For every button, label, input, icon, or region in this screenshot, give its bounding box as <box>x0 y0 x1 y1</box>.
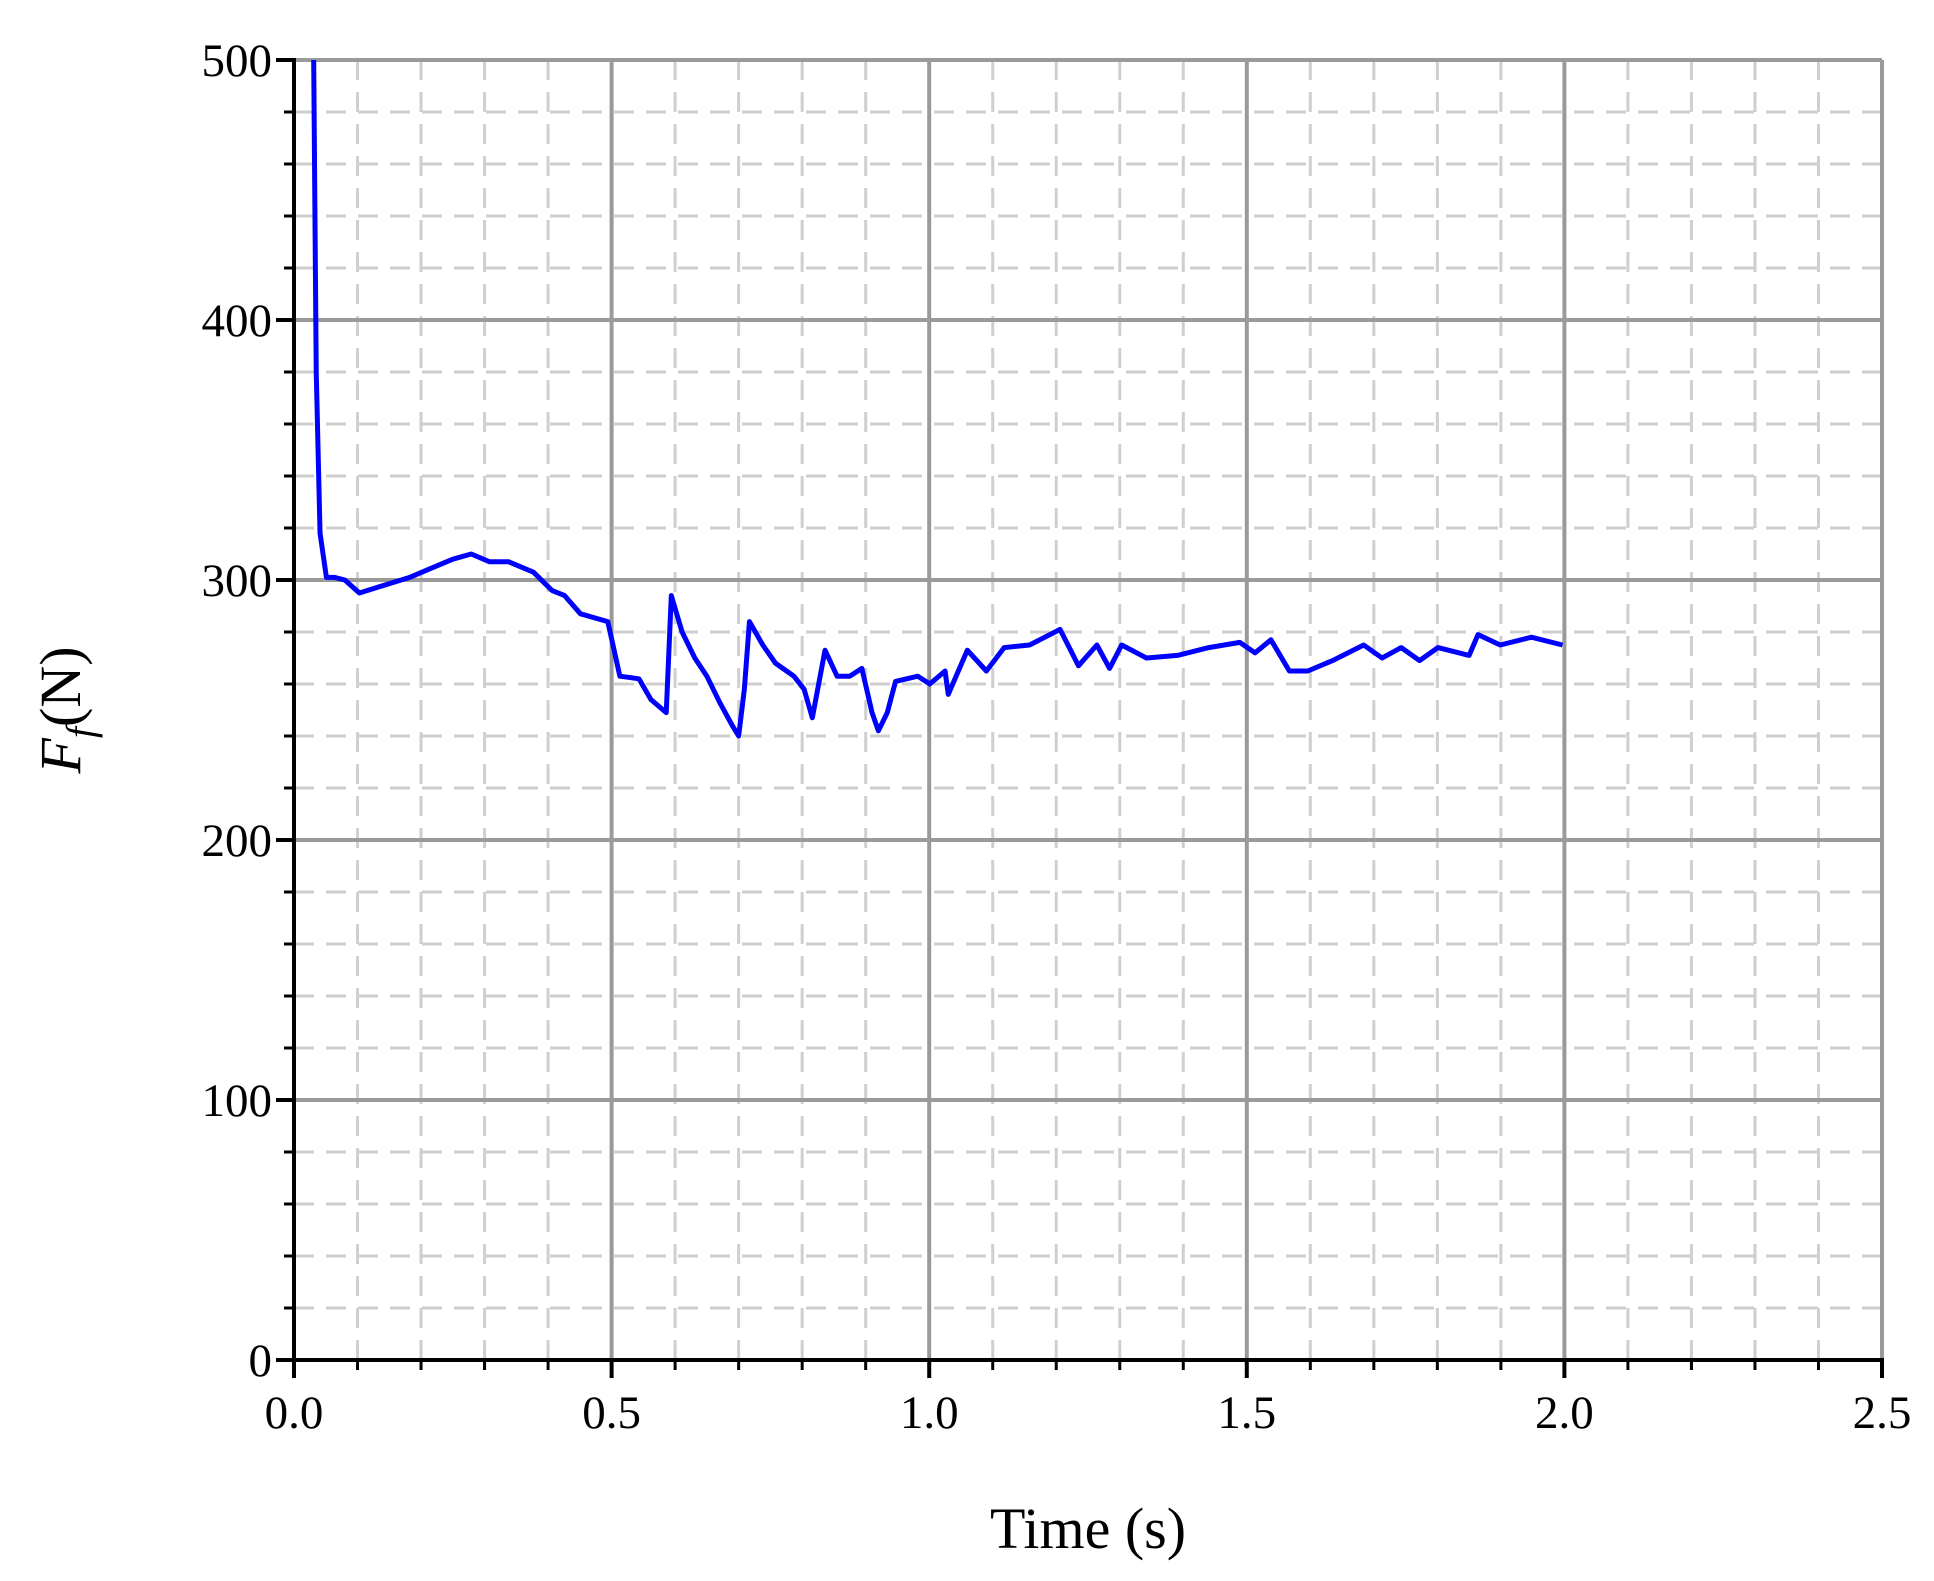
x-tick-label: 2.0 <box>1535 1387 1594 1439</box>
y-title-unit: (N) <box>28 646 93 727</box>
data-line <box>311 59 1564 739</box>
y-axis-title: Ff(N) <box>28 646 103 774</box>
y-tick-label: 400 <box>202 295 273 347</box>
x-tick-label: 0.0 <box>265 1387 324 1439</box>
x-tick-label: 1.5 <box>1217 1387 1276 1439</box>
x-tick-label: 0.5 <box>582 1387 641 1439</box>
y-tick-label: 100 <box>202 1075 273 1127</box>
x-tick-label: 1.0 <box>900 1387 959 1439</box>
y-tick-label: 0 <box>249 1335 273 1387</box>
x-axis-title: Time (s) <box>990 1496 1186 1561</box>
y-title-main: F <box>28 738 93 775</box>
y-tick-label: 500 <box>202 35 273 87</box>
x-tick-label: 2.5 <box>1853 1387 1912 1439</box>
y-tick-label: 300 <box>202 555 273 607</box>
y-tick-label: 200 <box>202 815 273 867</box>
